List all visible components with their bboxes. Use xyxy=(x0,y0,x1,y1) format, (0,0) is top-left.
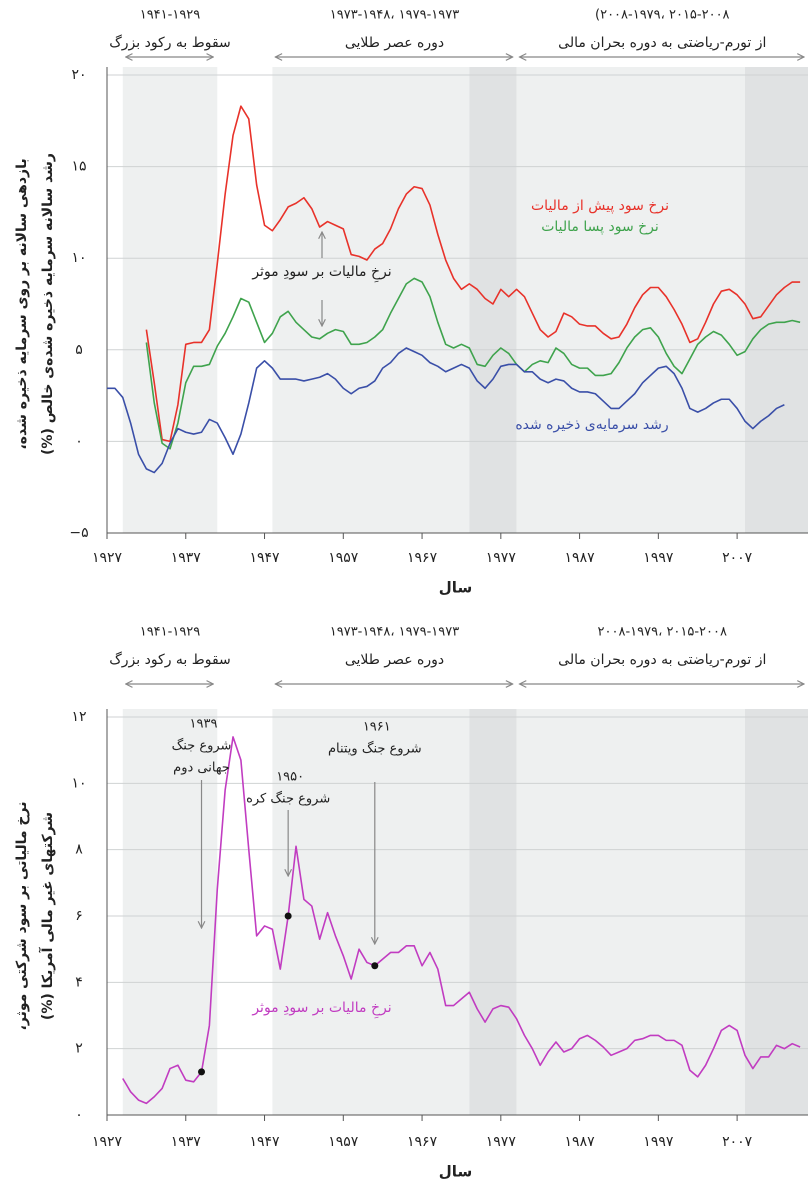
period-name: از تورم-ریاضتی به دوره بحران مالی xyxy=(558,35,766,51)
x-axis-label: سال xyxy=(439,579,472,597)
series-line xyxy=(145,105,801,443)
x-tick-label: ۱۹۳۷ xyxy=(171,550,202,566)
event-year: ۱۹۶۱ xyxy=(363,720,391,735)
y-tick-label: ۲ xyxy=(75,1041,83,1057)
x-tick-label: ۱۹۵۷ xyxy=(328,550,359,566)
x-tick-label: ۱۹۳۷ xyxy=(171,1134,202,1150)
x-tick-label: ۱۹۲۷ xyxy=(92,550,123,566)
y-axis-label: نرخ مالیاتی بر سود شرکتی موثر، xyxy=(14,802,30,1031)
event-year: ۱۹۵۰ xyxy=(276,770,304,785)
annotation: نرخِ مالیات بر سودِ موثر xyxy=(251,264,391,282)
y-tick-label: ۰ xyxy=(75,1107,83,1123)
period-name: سقوط به رکود بزرگ xyxy=(109,33,231,51)
series-label: نرخ سود پسا مالیات xyxy=(541,219,659,235)
series-label: نرخ سود پیش از مالیات xyxy=(531,198,669,214)
period-shade xyxy=(744,67,808,533)
period-name: دوره عصر طلایی xyxy=(345,652,444,668)
event-label: جهانی دوم xyxy=(173,761,230,776)
x-tick-label: ۱۹۸۷ xyxy=(565,1134,596,1150)
period-years: ۱۹۴۱-۱۹۲۹ xyxy=(140,8,201,23)
y-tick-label: −۵ xyxy=(69,525,88,541)
series-line xyxy=(107,347,785,474)
x-tick-label: ۱۹۶۷ xyxy=(407,550,438,566)
period-shade xyxy=(516,709,745,1115)
y-tick-label: ۵ xyxy=(75,342,83,358)
y-tick-label: ۰ xyxy=(75,433,83,449)
period-name: از تورم-ریاضتی به دوره بحران مالی xyxy=(558,652,766,668)
period-shade xyxy=(469,67,517,533)
y-axis-label: شرکتهای غیر مالی آمریکا (%) xyxy=(38,812,56,1020)
x-axis-label: سال xyxy=(439,1163,472,1181)
period-name: دوره عصر طلایی xyxy=(345,35,444,51)
series-label: رشد سرمایه‌ی ذخیره شده xyxy=(515,417,668,433)
period-shade xyxy=(122,67,218,533)
x-tick-label: ۱۹۴۷ xyxy=(249,1134,280,1150)
y-tick-label: ۲۰ xyxy=(71,67,86,83)
y-tick-label: ۶ xyxy=(75,908,83,924)
series-line xyxy=(145,277,801,450)
event-dot xyxy=(198,1068,206,1076)
period-years: ۱۹۷۹-۱۹۷۳ ،۱۹۷۳-۱۹۴۸ xyxy=(330,625,459,640)
y-tick-label: ۱۰ xyxy=(71,250,86,266)
event-label: شروع جنگ xyxy=(172,738,232,754)
y-tick-label: ۴ xyxy=(75,974,83,990)
event-label: شروع جنگ کره xyxy=(246,791,330,807)
period-years: ۱۹۷۹-۱۹۷۳ ،۱۹۷۳-۱۹۴۸ xyxy=(330,8,459,23)
x-tick-label: ۱۹۶۷ xyxy=(407,1134,438,1150)
x-tick-label: ۱۹۴۷ xyxy=(249,550,280,566)
y-tick-label: ۱۰ xyxy=(71,775,86,791)
period-shade xyxy=(744,709,808,1115)
x-tick-label: ۱۹۹۷ xyxy=(643,1134,674,1150)
period-name: سقوط به رکود بزرگ xyxy=(109,650,231,668)
y-tick-label: ۸ xyxy=(75,842,83,858)
x-tick-label: ۱۹۵۷ xyxy=(328,1134,359,1150)
period-shade xyxy=(272,709,470,1115)
x-tick-label: ۲۰۰۷ xyxy=(722,550,753,566)
x-tick-label: ۱۹۷۷ xyxy=(486,1134,517,1150)
event-dot xyxy=(371,962,379,970)
y-axis-label: بازدهی سالانه بر روی سرمایه ذخیره شده، xyxy=(14,158,30,449)
x-tick-label: ۱۹۹۷ xyxy=(643,550,674,566)
series-label: نرخِ مالیات بر سودِ موثر xyxy=(251,1000,391,1018)
period-years: ۲۰۱۵-۲۰۰۸ ،۲۰۰۸-۱۹۷۹) xyxy=(595,8,730,23)
event-dot xyxy=(284,912,292,920)
period-shade xyxy=(272,67,470,533)
event-label: شروع جنگ ویتنام xyxy=(328,741,422,757)
series-line xyxy=(122,736,801,1105)
period-years: ۱۹۴۱-۱۹۲۹ xyxy=(140,625,201,640)
y-tick-label: ۱۵ xyxy=(71,159,86,175)
period-shade xyxy=(516,67,745,533)
period-shade xyxy=(469,709,517,1115)
y-tick-label: ۱۲ xyxy=(71,709,86,725)
x-tick-label: ۱۹۲۷ xyxy=(92,1134,123,1150)
x-tick-label: ۱۹۸۷ xyxy=(565,550,596,566)
x-tick-label: ۲۰۰۷ xyxy=(722,1134,753,1150)
event-year: ۱۹۳۹ xyxy=(190,717,218,732)
y-axis-label: رشد سالانه سرمایه ذخیره شده‌ی خالص (%) xyxy=(40,153,56,455)
period-years: ۲۰۱۵-۲۰۰۸ ،۲۰۰۸-۱۹۷۹ xyxy=(598,625,727,640)
x-tick-label: ۱۹۷۷ xyxy=(486,550,517,566)
